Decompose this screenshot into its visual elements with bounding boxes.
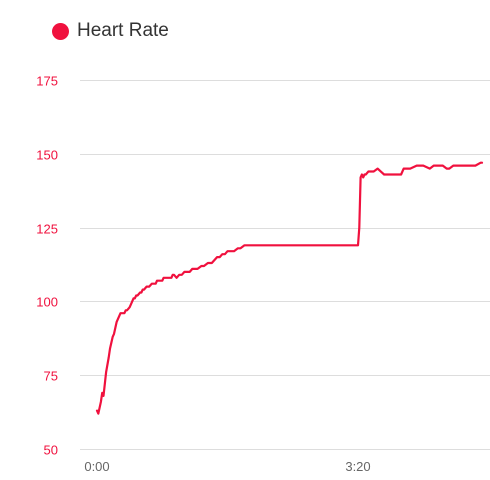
y-tick-label-175: 175 — [36, 74, 58, 89]
y-tick-label-100: 100 — [36, 295, 58, 310]
x-tick-label-0: 0:00 — [84, 459, 109, 474]
legend-series-label: Heart Rate — [77, 20, 169, 41]
y-tick-label-150: 150 — [36, 148, 58, 163]
legend-marker-dot — [52, 22, 69, 40]
y-tick-label-125: 125 — [36, 222, 58, 237]
x-tick-label-1: 3:20 — [345, 459, 370, 474]
series-line-heart-rate — [95, 161, 484, 415]
y-tick-label-75: 75 — [44, 369, 58, 384]
y-tick-label-50: 50 — [44, 443, 58, 458]
chart-legend[interactable]: Heart Rate — [52, 20, 169, 42]
